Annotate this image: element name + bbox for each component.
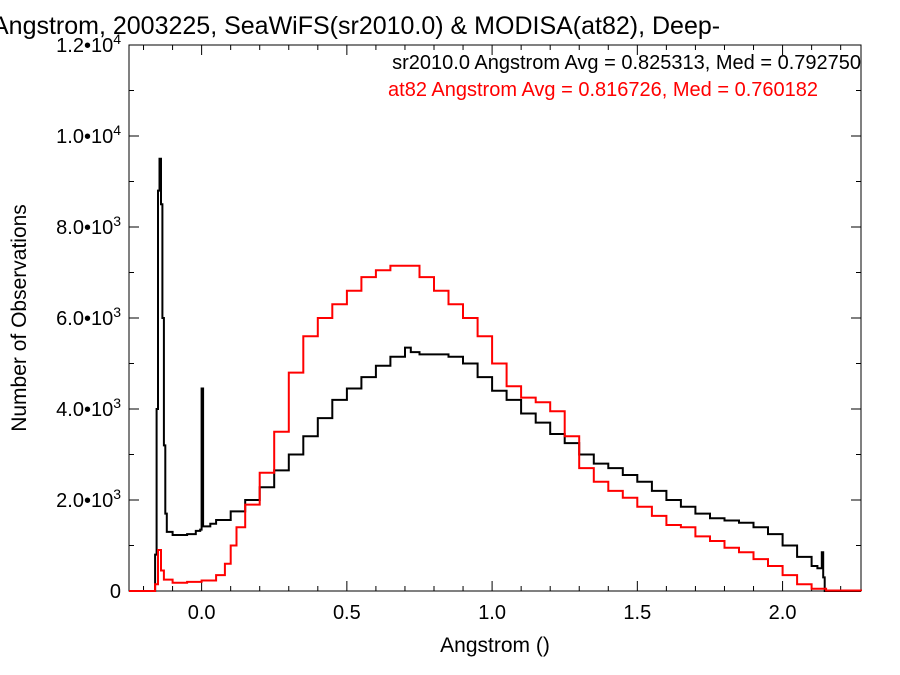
y-tick-label: 2.0•103: [56, 486, 121, 512]
series-line-sr2010: [129, 157, 861, 592]
y-axis-ticks: 0 2.0•103 4.0•103 6.0•103 8.0•103 1.0•104 1.2•…: [56, 31, 861, 603]
series-layer: [129, 157, 862, 592]
x-tick-label: 0.5: [333, 602, 361, 624]
x-tick-label: 1.5: [623, 602, 651, 624]
y-tick-label: 1.0•104: [56, 122, 121, 148]
x-axis-label: Angstrom (): [440, 634, 550, 657]
plot-area: 0.0 0.5 1.0 1.5 2.0 0 2.0•103 4.0•103 6.0•103 8.…: [56, 31, 862, 624]
series-line-at82: [129, 264, 862, 592]
y-tick-label: 6.0•103: [56, 304, 121, 330]
y-tick-label: 8.0•103: [56, 213, 121, 239]
annotation-sr2010-stats: sr2010.0 Angstrom Avg = 0.825313, Med = …: [392, 52, 861, 74]
chart-title: Angstrom, 2003225, SeaWiFS(sr2010.0) & M…: [0, 12, 720, 40]
annotation-at82-stats: at82 Angstrom Avg = 0.816726, Med = 0.76…: [388, 79, 818, 101]
x-tick-label: 0.0: [188, 602, 216, 624]
y-tick-label: 4.0•103: [56, 395, 121, 421]
y-axis-label: Number of Observations: [8, 204, 31, 432]
x-axis-ticks: 0.0 0.5 1.0 1.5 2.0: [143, 45, 842, 624]
y-tick-label: 0: [110, 581, 121, 603]
plot-frame: [128, 44, 862, 592]
x-tick-label: 2.0: [769, 602, 797, 624]
y-tick-label: 1.2•104: [56, 31, 121, 57]
x-tick-label: 1.0: [478, 602, 506, 624]
